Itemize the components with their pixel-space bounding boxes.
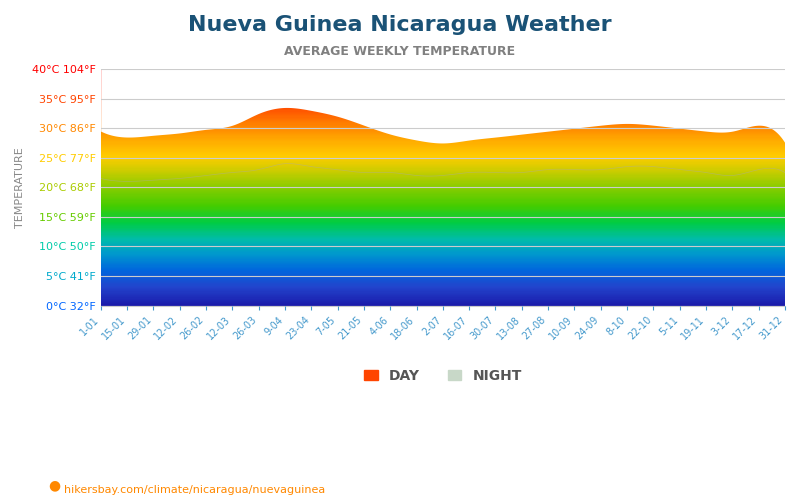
Y-axis label: TEMPERATURE: TEMPERATURE (15, 147, 25, 228)
Text: Nueva Guinea Nicaragua Weather: Nueva Guinea Nicaragua Weather (188, 15, 612, 35)
Text: hikersbay.com/climate/nicaragua/nuevaguinea: hikersbay.com/climate/nicaragua/nuevagui… (64, 485, 326, 495)
Legend: DAY, NIGHT: DAY, NIGHT (358, 364, 527, 388)
Text: ●: ● (48, 478, 60, 492)
Text: AVERAGE WEEKLY TEMPERATURE: AVERAGE WEEKLY TEMPERATURE (285, 45, 515, 58)
